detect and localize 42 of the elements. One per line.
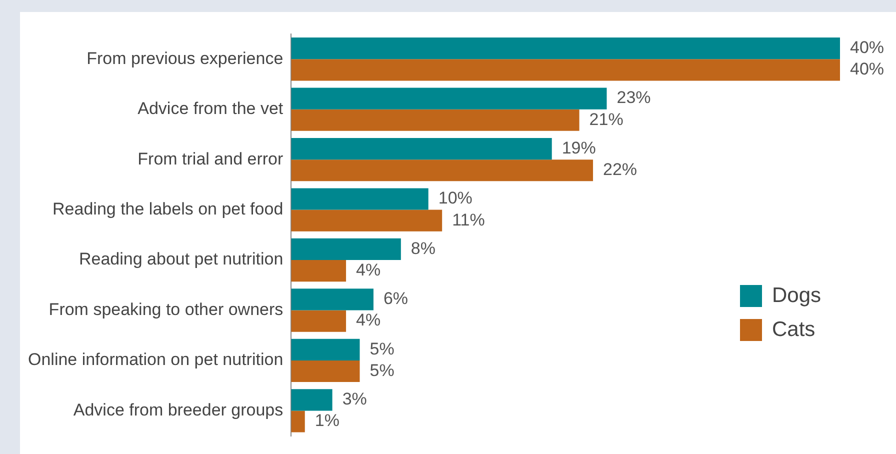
y-tick-label: Reading the labels on pet food [52,199,284,218]
bar [291,360,360,382]
bar [291,88,607,110]
data-label: 21% [589,110,624,129]
y-tick-label: Advice from breeder groups [73,400,284,420]
data-label: 40% [850,38,884,57]
data-label: 22% [603,160,638,180]
y-tick-label: Advice from the vet [138,99,284,118]
legend-label: Cats [772,318,816,342]
y-tick-label: From trial and error [138,149,284,168]
y-tick-label: From previous experience [86,48,284,68]
bar [291,288,374,310]
bar [291,160,594,182]
bar [291,59,840,81]
data-label: 11% [452,210,485,230]
data-label: 4% [356,260,381,280]
data-label: 19% [562,138,596,158]
data-label: 40% [850,60,884,79]
data-label: 1% [314,411,340,430]
data-label: 5% [370,339,394,358]
y-tick-label: From speaking to other owners [48,300,284,319]
data-label: 5% [370,360,394,380]
bar [291,188,428,210]
bar [291,389,332,411]
data-label: 23% [616,88,651,108]
bar [291,310,346,332]
bar [291,410,305,432]
y-tick-label: Online information on pet nutrition [28,350,284,370]
data-label: 6% [383,289,408,308]
bar [291,260,346,282]
bar [291,210,442,232]
data-label: 10% [438,188,472,208]
bar [291,109,580,131]
bar [291,138,552,160]
bar [291,238,401,260]
legend-label: Dogs [772,284,822,308]
data-label: 8% [410,238,436,258]
bar [291,38,840,60]
data-label: 3% [342,390,367,409]
y-tick-label: Reading about pet nutrition [78,250,284,269]
bar [291,338,360,360]
data-label: 4% [356,310,381,330]
